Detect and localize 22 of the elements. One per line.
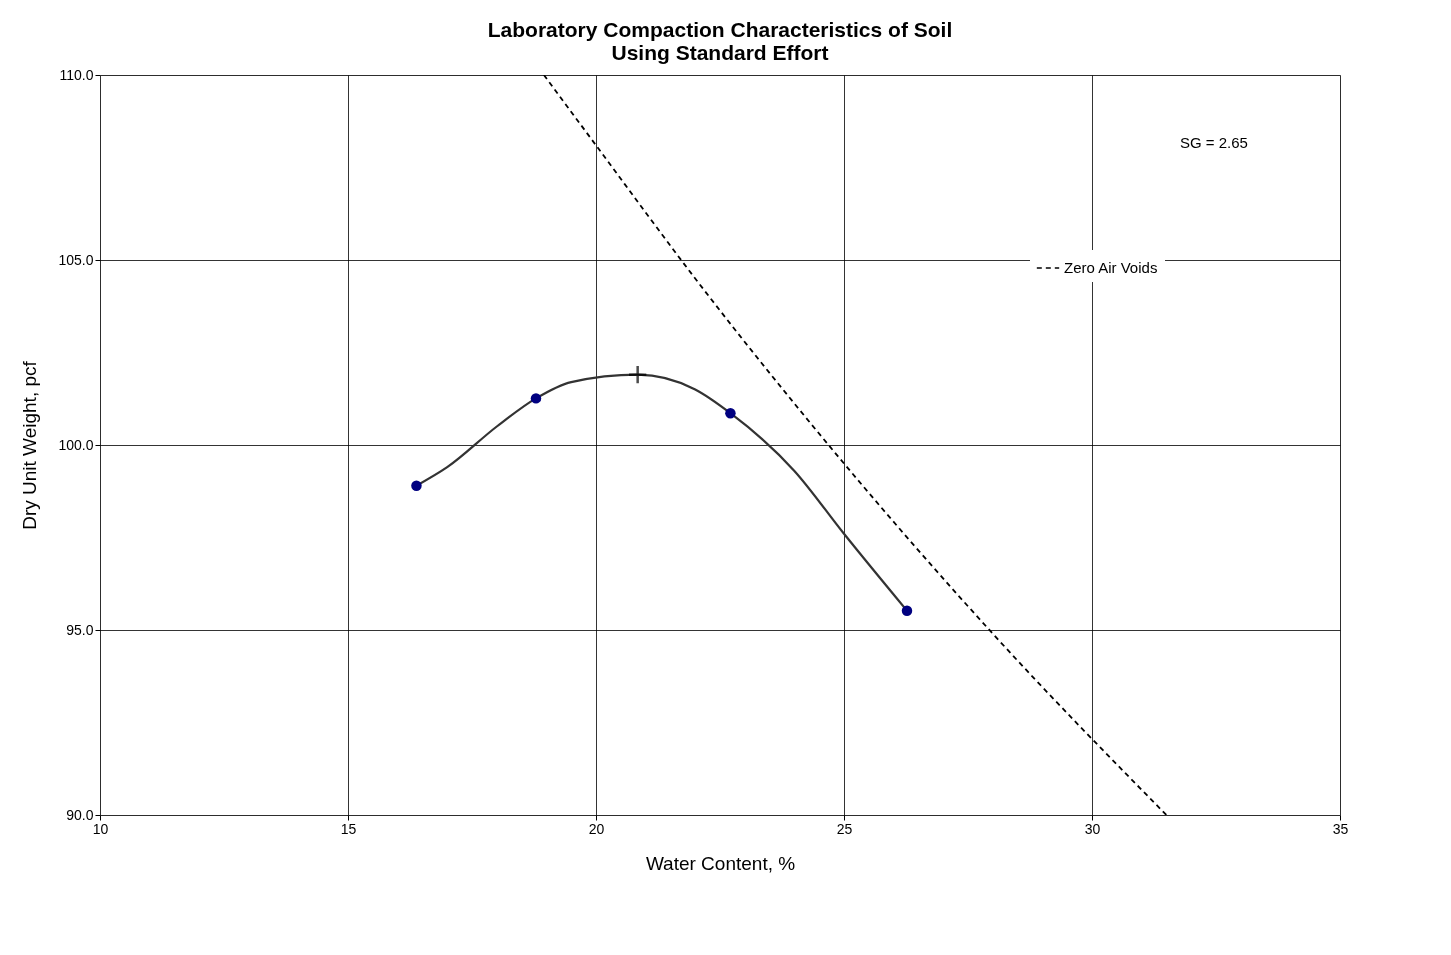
x-tick-label: 30	[1084, 820, 1101, 837]
y-tick-label: 110.0	[59, 66, 94, 83]
x-tick-label: 25	[836, 820, 853, 837]
y-tick-label: 100.0	[58, 436, 94, 453]
point	[530, 393, 542, 404]
x-tick-label: 15	[340, 820, 357, 837]
x-axis-title: Water Content, %	[645, 852, 796, 874]
text: Using Standard Effort	[611, 41, 829, 64]
annotation: SG = 2.65	[1180, 134, 1248, 151]
y-tick-label: 95.0	[66, 621, 94, 638]
y-tick-label: 105.0	[58, 251, 94, 268]
point	[901, 605, 913, 616]
legend-label: Zero Air Voids	[1064, 259, 1158, 276]
y-tick-label: 90.0	[66, 806, 94, 823]
point	[411, 480, 422, 491]
x-tick-label: 35	[1332, 820, 1349, 837]
y-axis-title: Dry Unit Weight, pcf	[19, 360, 41, 530]
x-tick-label: 20	[588, 820, 605, 837]
point	[627, 364, 648, 385]
x-tick-label: 10	[92, 820, 109, 837]
point	[725, 407, 736, 419]
text: Laboratory Compaction Characteristics of Soil	[487, 18, 953, 41]
